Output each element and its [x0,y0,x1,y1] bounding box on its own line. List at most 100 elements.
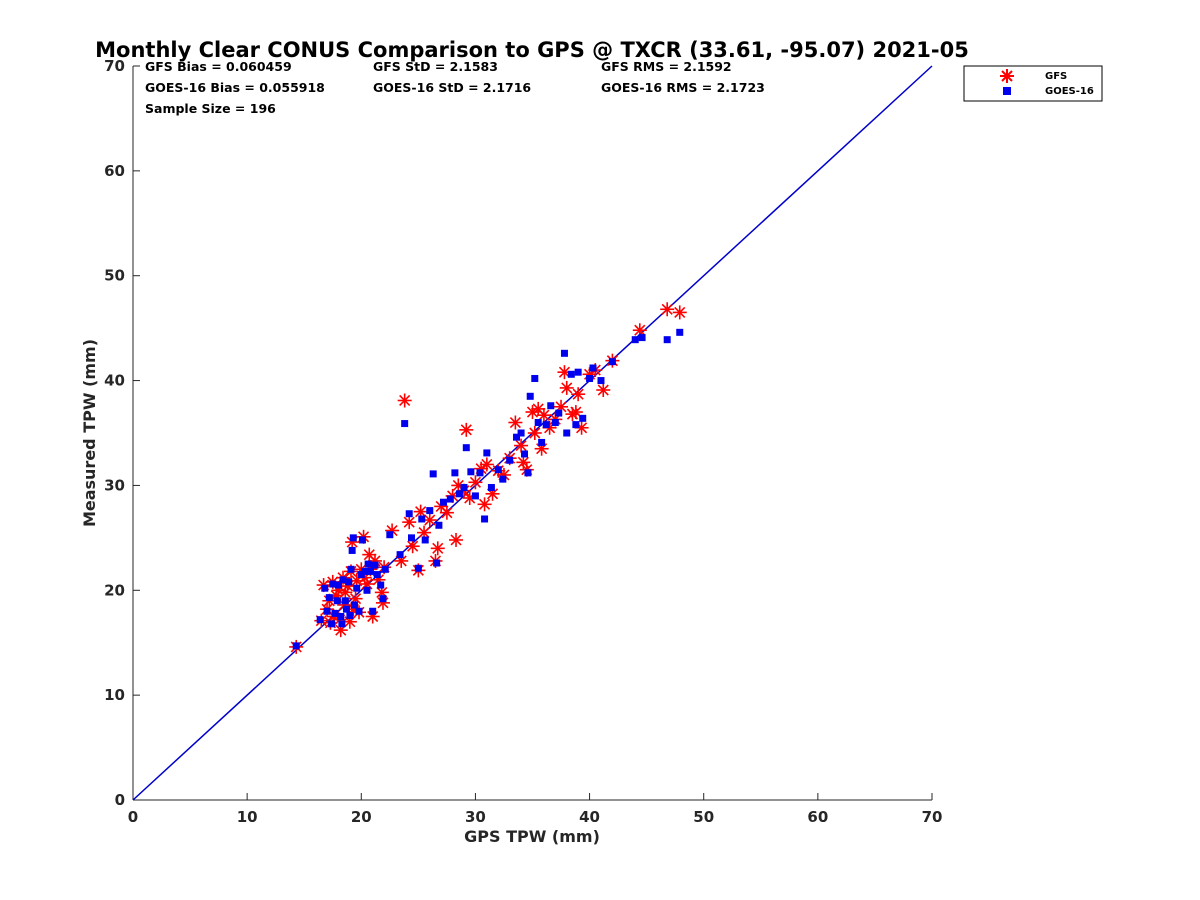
legend: GFS GOES-16 [963,65,1103,102]
goes16-point [547,402,555,410]
gfs-point [596,383,611,398]
goes16-point [563,429,571,437]
stat-sample-size: Sample Size = 196 [145,101,276,116]
goes16-point [363,586,371,594]
goes16-point [435,521,443,529]
goes16-point [481,515,489,523]
goes16-point [429,470,437,478]
stat-gfs-std: GFS StD = 2.1583 [373,59,498,74]
x-axis-label: GPS TPW (mm) [464,827,600,846]
goes16-point [292,642,300,650]
goes16-point [517,429,525,437]
gfs-point [508,415,523,430]
gfs-point [430,541,445,556]
goes16-point [524,469,532,477]
goes16-point [381,565,389,573]
goes16-point [323,607,331,615]
goes16-point [345,578,353,586]
gfs-point [514,438,529,453]
goes16-point [316,616,324,624]
goes16-point [506,456,514,464]
goes16-point [638,334,646,342]
legend-gfs-marker [1000,69,1014,83]
x-tick-label: 40 [579,808,600,826]
goes16-point [364,560,372,568]
goes16-point [551,419,559,427]
plot-area [132,66,932,801]
goes16-point [579,414,587,422]
goes16-point [386,531,394,539]
goes16-point [333,597,341,605]
goes16-point [339,576,347,584]
gfs-point [527,426,542,440]
goes16-point [513,433,521,441]
x-tick-label: 60 [807,808,828,826]
stat-gfs-bias: GFS Bias = 0.060459 [145,59,292,74]
goes16-point [631,336,639,344]
goes16-point [366,567,374,575]
legend-goes-label: GOES-16 [1045,86,1094,97]
goes16-point [676,328,684,336]
goes16-point [355,607,363,615]
y-tick-label: 50 [104,267,125,285]
legend-gfs-label: GFS [1045,71,1067,82]
goes16-point [560,349,568,357]
goes16-point [446,495,454,503]
x-tick-label: 50 [693,808,714,826]
x-tick-label: 30 [465,808,486,826]
goes16-point [361,567,369,575]
goes16-point [338,620,346,628]
gfs-point [468,475,483,490]
goes16-point [347,565,355,573]
goes16-point [572,421,580,429]
goes16-point [346,611,354,619]
x-tick-label: 70 [922,808,943,826]
stats-annotation: GFS Bias = 0.060459 GFS StD = 2.1583 GFS… [145,59,765,116]
gfs-point [422,513,437,528]
goes16-point [341,597,349,605]
goes16-point [460,484,468,492]
legend-goes-marker [1003,87,1011,95]
goes16-point [426,507,434,515]
goes16-point [526,392,534,400]
gfs-point [439,505,454,520]
y-tick-label: 10 [104,686,125,704]
goes16-point [329,580,337,588]
goes16-point [663,336,671,344]
goes16-point [371,561,379,569]
y-ticks: 0 10 20 30 40 50 60 70 [104,57,140,809]
gfs-point [397,393,412,408]
goes16-point [586,374,594,382]
goes16-point [494,466,502,474]
goes16-point [574,368,582,376]
y-axis-label: Measured TPW (mm) [80,339,99,527]
gfs-point [536,408,551,423]
goes16-point [373,571,381,579]
goes16-point [325,594,333,602]
goes16-point [471,492,479,500]
stat-gfs-rms: GFS RMS = 2.1592 [601,59,732,74]
goes16-point [337,613,345,620]
goes16-point [342,605,350,613]
goes16-point [408,534,416,542]
goes16-point [396,551,404,559]
goes16-point [377,581,385,589]
goes16-point [487,484,495,492]
goes16-point [349,534,357,542]
gfs-point [459,422,474,437]
goes16-point [369,607,377,615]
gfs-point [405,539,420,554]
series-gfs [289,302,687,654]
gfs-point [660,302,675,317]
gfs-point [559,380,574,395]
x-tick-label: 0 [128,808,138,826]
goes16-point [455,490,463,498]
goes16-point [483,449,491,457]
y-tick-label: 40 [104,372,125,390]
goes16-point [476,469,484,477]
series-goes16 [292,328,684,650]
goes16-point [350,601,358,609]
goes16-point [421,536,429,544]
gfs-point [449,532,464,547]
